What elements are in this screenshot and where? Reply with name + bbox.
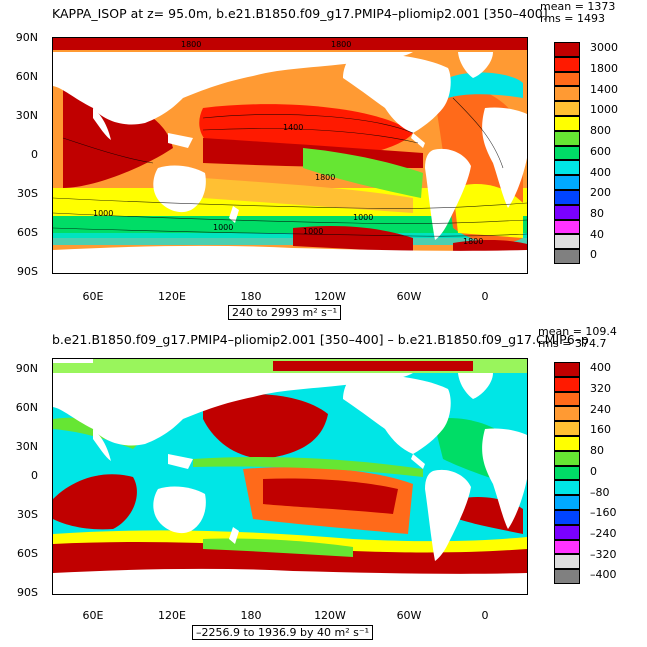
panel2-colorbar-swatch — [554, 450, 580, 466]
panel2-xtick: 0 — [481, 609, 489, 622]
panel1-colorbar: 3000 1800 1400 1000 800 600 400 200 80 40 0 — [554, 41, 644, 264]
svg-text:1000: 1000 — [93, 209, 113, 218]
panel2-colorbar-label: 320 — [590, 381, 611, 395]
svg-text:1000: 1000 — [213, 223, 233, 232]
panel2-ytick: 60S — [17, 547, 38, 560]
panel1-rms: rms = 1493 — [540, 12, 605, 25]
panel2-colorbar-label: 80 — [590, 444, 604, 458]
panel1-xtick: 120E — [158, 290, 186, 303]
panel2-map — [52, 358, 528, 595]
panel2-colorbar-label: 0 — [590, 464, 597, 478]
panel2-ytick: 90N — [15, 362, 38, 375]
panel2-ytick: 0 — [31, 469, 38, 482]
panel2-ytick: 60N — [15, 401, 38, 414]
panel1-colorbar-swatch — [554, 160, 580, 176]
panel1-colorbar-label: 80 — [590, 206, 604, 220]
panel1-colorbar-swatch — [554, 175, 580, 190]
panel1-colorbar-swatch — [554, 86, 580, 102]
svg-text:1800: 1800 — [331, 40, 351, 49]
panel1-title: KAPPA_ISOP at z= 95.0m, b.e21.B1850.f09_… — [52, 6, 548, 21]
panel2-ytick: 30N — [15, 440, 38, 453]
panel1-ytick: 60S — [17, 226, 38, 239]
panel1-colorbar-swatch — [554, 219, 580, 235]
panel1-colorbar-label: 200 — [590, 186, 611, 200]
panel1-colorbar-label: 40 — [590, 227, 604, 241]
panel2-xtick: 120W — [314, 609, 346, 622]
panel2-xtick: 180 — [240, 609, 262, 622]
panel2-colorbar-swatch — [554, 480, 580, 496]
panel2-colorbar-label: 400 — [590, 361, 611, 375]
panel2-colorbar-label: –240 — [590, 526, 617, 540]
panel1-map: 1800 1800 1400 1800 1000 1000 1000 1000 … — [52, 37, 528, 274]
panel1-colorbar-label: 1800 — [590, 61, 618, 75]
panel1-ytick: 90S — [17, 265, 38, 278]
panel1-ytick: 30S — [17, 187, 38, 200]
panel2-colorbar-label: –320 — [590, 547, 617, 561]
panel2-colorbar-swatch — [554, 391, 580, 407]
panel1-colorbar-swatch — [554, 204, 580, 220]
panel1-colorbar-swatch — [554, 234, 580, 250]
panel2-rms: rms = 374.7 — [538, 337, 607, 350]
panel1-colorbar-label: 600 — [590, 144, 611, 158]
panel2-colorbar-label: –400 — [590, 568, 617, 582]
panel2-ytick: 90S — [17, 586, 38, 599]
panel2-colorbar-label: –160 — [590, 506, 617, 520]
panel1-colorbar-swatch — [554, 249, 580, 264]
panel2-mean: mean = 109.4 — [538, 325, 617, 338]
panel1-colorbar-label: 1000 — [590, 103, 618, 117]
panel1-xtick: 120W — [314, 290, 346, 303]
panel2-colorbar-swatch — [554, 554, 580, 570]
panel1-colorbar-swatch — [554, 101, 580, 116]
panel1-ytick: 30N — [15, 109, 38, 122]
panel1-colorbar-label: 1400 — [590, 82, 618, 96]
panel1-xtick: 60E — [82, 290, 104, 303]
panel2-colorbar-label: –80 — [590, 485, 610, 499]
panel2-colorbar-label: 160 — [590, 423, 611, 437]
panel1-ytick: 90N — [15, 31, 38, 44]
panel2-title: b.e21.B1850.f09_g17.PMIP4–pliomip2.001 [… — [52, 332, 589, 347]
panel2-colorbar-swatch — [554, 539, 580, 555]
panel1-range-label: 240 to 2993 m² s⁻¹ — [228, 305, 342, 320]
panel2-xtick: 60E — [82, 609, 104, 622]
panel2-colorbar-label: 240 — [590, 402, 611, 416]
panel1-colorbar-swatch — [554, 116, 580, 131]
svg-text:1400: 1400 — [283, 123, 303, 132]
panel2-colorbar-swatch — [554, 510, 580, 525]
panel1-colorbar-label: 3000 — [590, 41, 618, 55]
svg-text:1800: 1800 — [181, 40, 201, 49]
svg-text:1800: 1800 — [463, 237, 483, 246]
panel1-colorbar-label: 0 — [590, 248, 597, 262]
panel1-xtick: 180 — [240, 290, 262, 303]
panel2-colorbar-swatch — [554, 421, 580, 436]
panel2-colorbar-swatch — [554, 524, 580, 540]
panel1-mean: mean = 1373 — [540, 0, 616, 13]
panel2-range-label: –2256.9 to 1936.9 by 40 m² s⁻¹ — [192, 625, 374, 640]
panel2-colorbar-swatch — [554, 376, 580, 392]
panel1-colorbar-label: 400 — [590, 165, 611, 179]
panel1-colorbar-swatch — [554, 42, 580, 57]
panel1-colorbar-label: 800 — [590, 124, 611, 138]
panel1-ytick: 60N — [15, 70, 38, 83]
panel1-ytick: 0 — [31, 148, 38, 161]
panel1-xtick: 60W — [396, 290, 422, 303]
panel1-colorbar-swatch — [554, 71, 580, 87]
panel1-colorbar-swatch — [554, 56, 580, 72]
svg-text:1800: 1800 — [315, 173, 335, 182]
svg-text:1000: 1000 — [303, 227, 323, 236]
svg-text:1000: 1000 — [353, 213, 373, 222]
panel2-colorbar-swatch — [554, 495, 580, 510]
panel2-ytick: 30S — [17, 508, 38, 521]
panel2-xtick: 60W — [396, 609, 422, 622]
panel1-xtick: 0 — [481, 290, 489, 303]
panel1-colorbar-swatch — [554, 145, 580, 161]
panel1-colorbar-swatch — [554, 130, 580, 146]
panel2-colorbar: 400 320 240 160 80 0 –80 –160 –240 –320 –400 — [554, 361, 644, 584]
panel2-colorbar-swatch — [554, 436, 580, 451]
panel2-colorbar-swatch — [554, 569, 580, 584]
panel2-colorbar-swatch — [554, 465, 580, 481]
panel2-colorbar-swatch — [554, 362, 580, 377]
panel1-colorbar-swatch — [554, 190, 580, 205]
panel2-colorbar-swatch — [554, 406, 580, 422]
panel2-xtick: 120E — [158, 609, 186, 622]
